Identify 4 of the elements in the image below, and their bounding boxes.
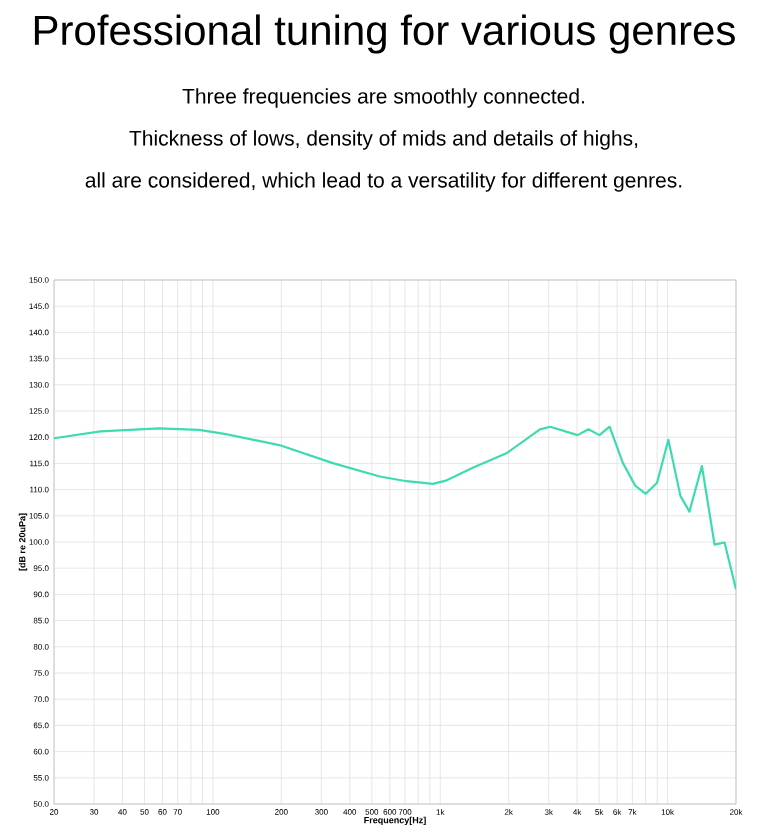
chart-subtitle: Three frequencies are smoothly connected. <box>182 88 584 108</box>
text: all are considered, which lead to a versatility for different genres. <box>85 172 682 192</box>
text: Thickness of lows, density of mids and details of highs, <box>129 130 638 150</box>
chart-title: Professional tuning for various genres <box>34 14 735 54</box>
